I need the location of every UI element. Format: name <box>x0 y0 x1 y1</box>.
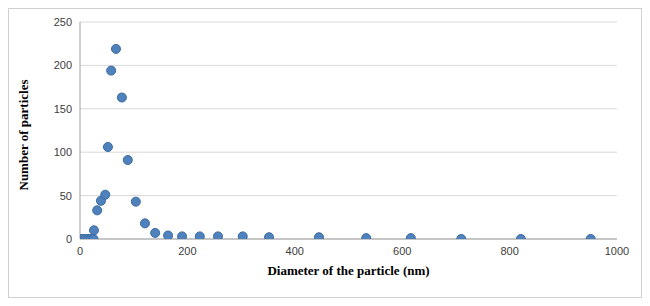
svg-text:600: 600 <box>393 245 411 257</box>
svg-text:Number of particles: Number of particles <box>16 80 31 191</box>
svg-text:200: 200 <box>54 59 72 71</box>
svg-text:200: 200 <box>178 245 196 257</box>
svg-text:0: 0 <box>77 245 83 257</box>
svg-text:0: 0 <box>66 233 72 245</box>
svg-text:150: 150 <box>54 103 72 115</box>
svg-text:100: 100 <box>54 146 72 158</box>
svg-text:250: 250 <box>54 16 72 28</box>
svg-text:1000: 1000 <box>605 245 629 257</box>
svg-text:Diameter of the particle (nm): Diameter of the particle (nm) <box>267 263 429 278</box>
svg-text:800: 800 <box>500 245 518 257</box>
svg-text:400: 400 <box>286 245 304 257</box>
svg-text:50: 50 <box>60 190 72 202</box>
